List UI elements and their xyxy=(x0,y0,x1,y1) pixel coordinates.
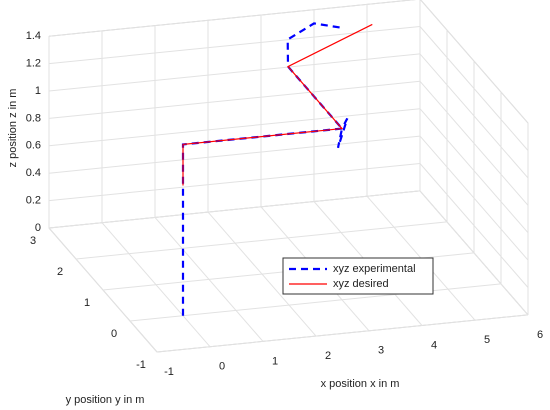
plot-area xyxy=(181,22,373,316)
x-tick-label: 4 xyxy=(431,339,437,351)
z-tick-label: 0.6 xyxy=(26,140,41,152)
grid-line xyxy=(419,190,529,316)
grid-line xyxy=(419,26,529,151)
legend: xyz experimental xyz desired xyxy=(282,257,434,295)
line xyxy=(181,22,349,316)
x-tick-label: 1 xyxy=(272,355,278,367)
x-tick-label: -1 xyxy=(164,366,174,378)
x-axis-label: x position x in m xyxy=(321,378,400,390)
grid-line xyxy=(48,53,421,92)
y-tick-label: -1 xyxy=(136,359,146,371)
z-tick-label: 0.2 xyxy=(26,195,41,207)
grid-line xyxy=(48,80,421,119)
z-tick-label: 0 xyxy=(35,222,41,234)
z-tick-label: 1.4 xyxy=(26,30,41,42)
z-tick-label: 1 xyxy=(35,85,41,97)
grid-line xyxy=(48,26,421,65)
y-tick-label: 2 xyxy=(57,266,63,278)
grid-line xyxy=(48,108,421,147)
z-axis-label: z position z in m xyxy=(7,89,19,168)
grid-line xyxy=(419,80,529,206)
z-tick-label: 1.2 xyxy=(26,58,41,70)
x-tick-label: 5 xyxy=(484,334,490,346)
y-tick-label: 3 xyxy=(30,235,36,247)
line xyxy=(182,23,373,186)
grid-line xyxy=(129,283,502,322)
grid-line xyxy=(419,53,529,179)
grid-line xyxy=(156,314,529,353)
grid-line xyxy=(420,0,529,124)
grid-line xyxy=(419,108,529,234)
grid-line xyxy=(48,135,421,174)
grid-line xyxy=(48,0,417,37)
grid xyxy=(48,0,529,353)
legend-label: xyz desired xyxy=(333,278,389,290)
x-tick-label: 6 xyxy=(537,329,543,341)
grid-line xyxy=(48,190,421,229)
legend-label: xyz experimental xyxy=(333,263,416,275)
z-tick-label: 0.8 xyxy=(26,112,41,124)
grid-line xyxy=(419,135,529,261)
grid-line xyxy=(419,163,529,288)
x-tick-label: 2 xyxy=(325,350,331,362)
y-axis-label: y position y in m xyxy=(66,394,145,406)
y-tick-label: 0 xyxy=(111,328,117,340)
legend-box xyxy=(282,257,434,295)
grid-line xyxy=(48,163,421,202)
x-tick-label: 3 xyxy=(378,345,384,357)
y-tick-label: 1 xyxy=(84,297,90,309)
x-tick-label: 0 xyxy=(219,361,225,373)
z-tick-label: 0.4 xyxy=(26,167,41,179)
grid-line xyxy=(75,221,448,260)
